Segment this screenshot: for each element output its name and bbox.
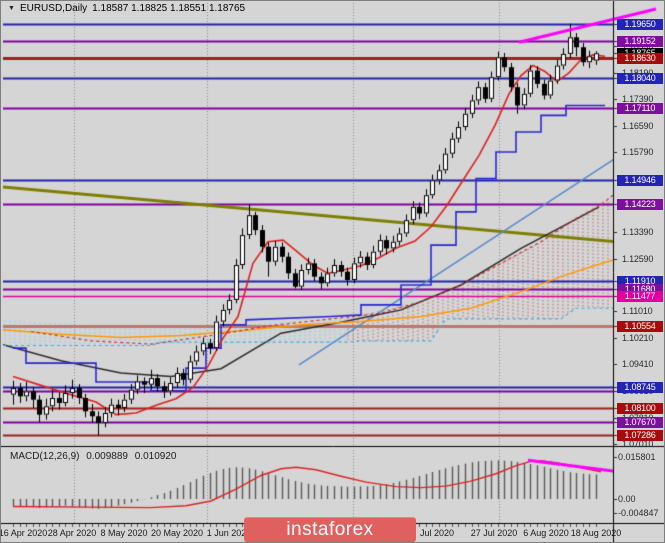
- date-label: Jul 2020: [419, 528, 455, 538]
- date-label: 28 Apr 2020: [47, 528, 97, 538]
- date-label: 27 Jul 2020: [470, 528, 518, 538]
- date-label: 8 May 2020: [100, 528, 148, 538]
- price-level-label: 1.09410: [622, 359, 654, 369]
- price-level-label: 1.16590: [622, 121, 654, 131]
- price-level-label: 1.14946: [617, 175, 663, 186]
- date-label: 18 Aug 2020: [570, 528, 622, 538]
- collapse-triangle-icon[interactable]: ▼: [8, 4, 15, 12]
- macd-indicator-label: MACD(12,26,9) 0.009889 0.010920: [10, 451, 180, 462]
- macd-name: MACD(12,26,9): [10, 451, 80, 462]
- price-level-label: 1.07286: [617, 430, 663, 441]
- price-level-label: 1.13390: [622, 227, 654, 237]
- macd-value: 0.009889: [86, 451, 128, 462]
- chart-title: ▼ EURUSD,Daily 1.18587 1.18825 1.18551 1…: [8, 3, 245, 14]
- price-level-label: 1.19152: [617, 36, 663, 47]
- price-level-label: 1.10554: [617, 321, 663, 332]
- price-level-label: 1.10210: [622, 333, 654, 343]
- price-level-label: 1.18630: [617, 53, 663, 64]
- price-level-label: 1.17390: [622, 94, 654, 104]
- price-level-label: 1.11680: [617, 284, 663, 295]
- price-level-label: 1.14223: [617, 199, 663, 210]
- price-level-label: 1.12590: [622, 254, 654, 264]
- price-level-label: 1.07670: [617, 417, 663, 428]
- price-level-label: 1.15790: [622, 147, 654, 157]
- date-label: 1 Jun 2020: [206, 528, 252, 538]
- price-level-label: 1.07010: [622, 439, 654, 449]
- price-level-label: 1.11010: [622, 306, 653, 316]
- price-level-label: 1.08745: [617, 382, 663, 393]
- ohlc-values-label: 1.18587 1.18825 1.18551 1.18765: [92, 3, 246, 14]
- macd-signal-value: 0.010920: [134, 451, 177, 462]
- price-level-label: 1.11477: [617, 291, 663, 302]
- price-level-label: 1.17110: [617, 103, 663, 114]
- instaforex-watermark: instaforex: [244, 517, 416, 542]
- symbol-period-label: EURUSD,Daily: [19, 3, 88, 14]
- date-label: 20 May 2020: [150, 528, 204, 538]
- macd-scale-label: -0.004847: [618, 508, 659, 518]
- price-level-label: 1.19650: [617, 19, 663, 30]
- macd-scale-label: 0.015801: [618, 452, 656, 462]
- price-level-label: 1.18040: [617, 73, 663, 84]
- watermark-text: instaforex: [286, 519, 374, 540]
- price-level-label: 1.11910: [617, 276, 663, 287]
- date-label: 6 Aug 2020: [523, 528, 569, 538]
- date-label: 16 Apr 2020: [0, 528, 48, 538]
- macd-scale-label: 0.00: [618, 494, 636, 504]
- price-level-label: 1.08100: [617, 403, 663, 414]
